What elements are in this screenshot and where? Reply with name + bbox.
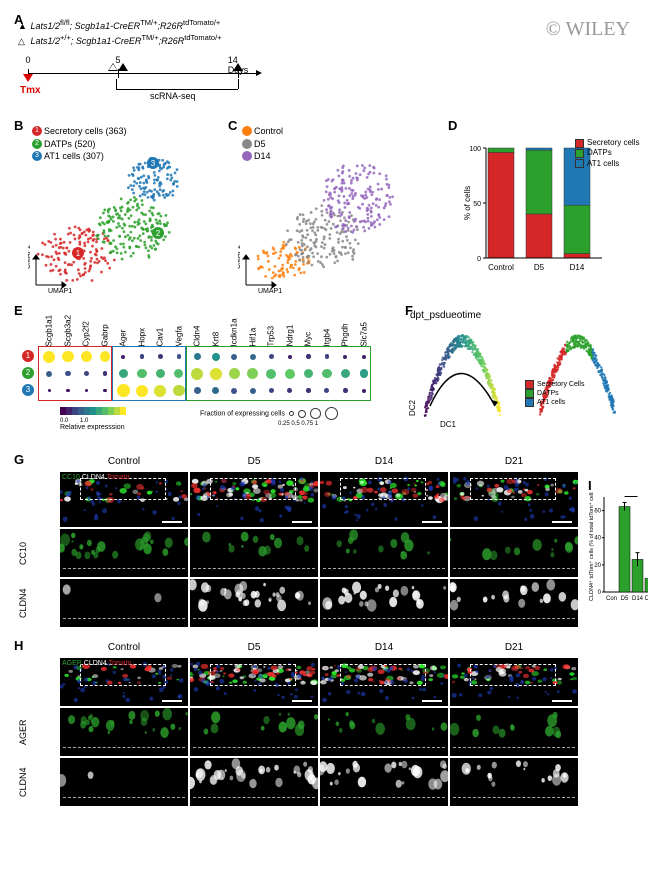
single-img [60, 579, 188, 627]
timeline: 0514 DaysTmxscRNA-seq [28, 51, 258, 101]
merged-img: CC10 CLDN4 Tomato [60, 472, 188, 527]
svg-text:UMAP1: UMAP1 [258, 288, 282, 293]
svg-text:D5: D5 [621, 596, 629, 602]
row-hdr: CC10 [18, 529, 58, 577]
umap-c: UMAP1 UMAP2 [238, 143, 418, 293]
svg-text:1: 1 [76, 249, 81, 258]
merged-img [190, 472, 318, 527]
svg-text:3: 3 [151, 159, 156, 168]
figure: © WILEY A ▲ Lats1/2fl/fl; Scgb1a1-CreERT… [10, 10, 640, 872]
single-img [450, 529, 578, 577]
svg-text:D5: D5 [534, 263, 545, 272]
merged-img: AGER CLDN4 Tomato [60, 658, 188, 706]
single-img [320, 758, 448, 806]
svg-text:60: 60 [594, 509, 601, 515]
single-img [60, 708, 188, 756]
svg-text:2: 2 [156, 229, 161, 238]
merged-img [190, 658, 318, 706]
col-hdr: D21 [450, 456, 578, 470]
svg-text:% of cells: % of cells [463, 186, 472, 220]
dot-plot: Scgb1a1Scgb3a2Cyp2f2GabrpAgerHopxCav1Veg… [18, 310, 388, 440]
col-hdr: D5 [190, 456, 318, 470]
svg-text:0: 0 [598, 590, 602, 596]
col-hdr: Control [60, 642, 188, 656]
panel-i-label: I [588, 478, 592, 493]
svg-text:CLDN4⁺ tdTom⁺ cells (% of tota: CLDN4⁺ tdTom⁺ cells (% of total tdTom⁺ c… [588, 492, 595, 601]
col-hdr: D14 [320, 456, 448, 470]
single-img [320, 708, 448, 756]
single-img [60, 529, 188, 577]
svg-text:20: 20 [594, 563, 601, 569]
svg-text:50: 50 [473, 201, 481, 208]
imaging-h: ControlD5D14D21 AGER CLDN4 Tomato AGERCLD… [18, 642, 578, 806]
bar-chart-i: 0 20 40 60 Con D5D14D21 *** CLDN4⁺ tdTom⁺ cells… [588, 492, 648, 612]
svg-text:UMAP1: UMAP1 [48, 288, 72, 293]
merged-img [320, 472, 448, 527]
single-img [450, 579, 578, 627]
dc1-label: DC1 [440, 420, 456, 429]
svg-text:D14: D14 [570, 263, 585, 272]
col-hdr: D14 [320, 642, 448, 656]
svg-text:100: 100 [469, 146, 481, 153]
single-img [450, 708, 578, 756]
single-img [320, 579, 448, 627]
row-hdr: CLDN4 [18, 758, 58, 806]
svg-text:Control: Control [488, 263, 514, 272]
svg-text:UMAP2: UMAP2 [238, 245, 242, 269]
svg-text:40: 40 [594, 536, 601, 542]
svg-text:***: *** [626, 492, 635, 497]
traj-title: dpt_psdueotime [410, 310, 640, 321]
single-img [190, 708, 318, 756]
watermark: © WILEY [546, 18, 630, 41]
merged-img [320, 658, 448, 706]
imaging-g: ControlD5D14D21 CC10 CLDN4 Tomato CC10CLD… [18, 456, 578, 627]
svg-text:0: 0 [477, 256, 481, 263]
merged-img [450, 658, 578, 706]
single-img [190, 758, 318, 806]
col-hdr: D5 [190, 642, 318, 656]
single-img [450, 758, 578, 806]
single-img [60, 758, 188, 806]
row-hdr: CLDN4 [18, 579, 58, 627]
col-hdr: D21 [450, 642, 578, 656]
col-hdr: Control [60, 456, 188, 470]
single-img [320, 529, 448, 577]
single-img [190, 579, 318, 627]
trajectory: dpt_psdueotime Secretory CellsDATPsAT1 c… [410, 310, 640, 440]
umap-b: 1 2 3 UMAP1 UMAP2 [28, 143, 208, 293]
row-hdr: AGER [18, 708, 58, 756]
single-img [190, 529, 318, 577]
svg-text:D21: D21 [645, 596, 648, 602]
svg-text:D14: D14 [632, 596, 644, 602]
panel-a: ▲ Lats1/2fl/fl; Scgb1a1-CreERTM/+;R26Rtd… [18, 18, 318, 101]
svg-text:Con: Con [606, 596, 617, 602]
panel-d-label: D [448, 118, 457, 133]
svg-text:UMAP2: UMAP2 [28, 245, 32, 269]
dc2-label: DC2 [408, 400, 417, 416]
merged-img [450, 472, 578, 527]
